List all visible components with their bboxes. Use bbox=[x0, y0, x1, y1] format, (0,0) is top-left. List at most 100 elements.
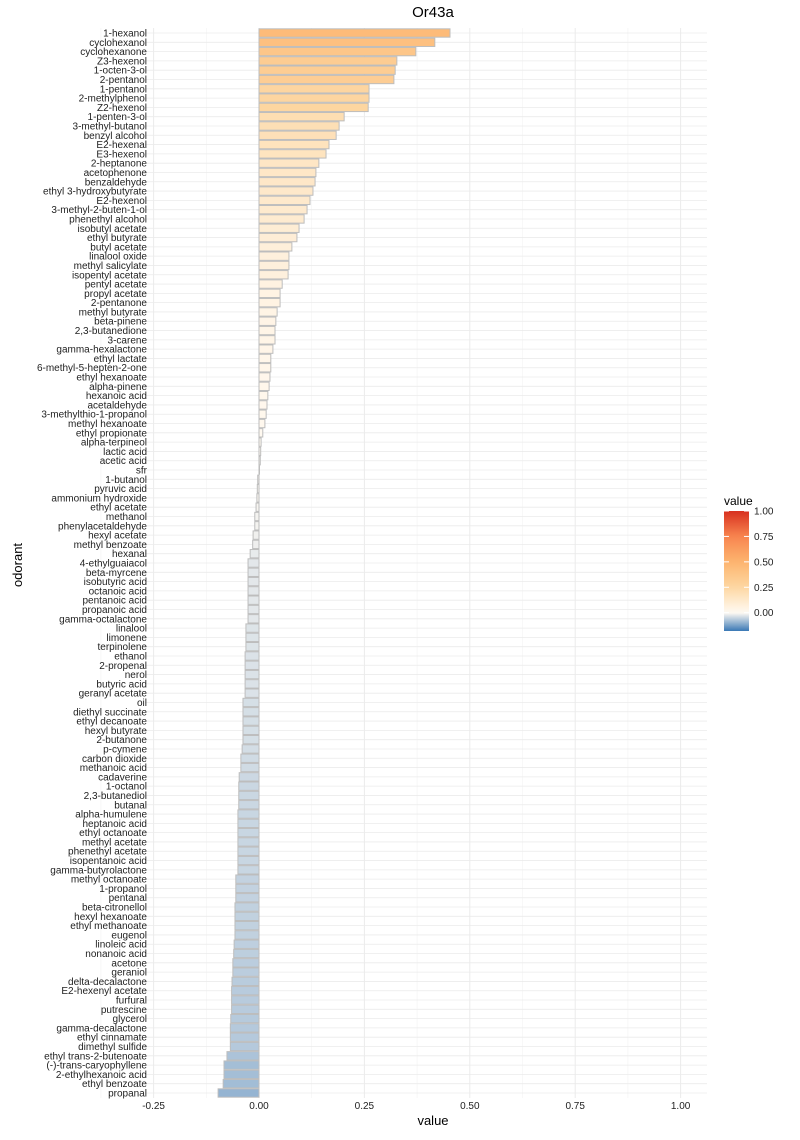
y-tick-label: methanol bbox=[106, 512, 147, 523]
x-tick-label: 1.00 bbox=[671, 1101, 691, 1112]
bar bbox=[257, 474, 260, 485]
bar bbox=[231, 986, 260, 996]
y-tick-label: ammonium hydroxide bbox=[51, 493, 147, 504]
bar bbox=[258, 37, 436, 47]
bar bbox=[258, 139, 330, 150]
y-tick-label: 2-pentanol bbox=[100, 75, 147, 86]
bar bbox=[223, 1060, 260, 1070]
bar bbox=[234, 930, 260, 940]
y-tick-label: alpha-terpineol bbox=[81, 438, 147, 449]
bar bbox=[232, 967, 260, 977]
bar bbox=[247, 604, 260, 615]
y-tick-label: 1-octen-3-ol bbox=[94, 66, 147, 77]
y-tick-label: hexyl acetate bbox=[88, 531, 147, 542]
bar bbox=[235, 883, 260, 894]
bar bbox=[217, 1088, 260, 1098]
bar bbox=[231, 995, 260, 1005]
y-tick-label: oil bbox=[137, 698, 147, 709]
bar bbox=[258, 381, 270, 392]
y-tick-label: isobutyric acid bbox=[84, 577, 147, 588]
y-tick-label: octanoic acid bbox=[89, 586, 147, 597]
x-tick-label: 0.50 bbox=[460, 1101, 480, 1112]
bar bbox=[258, 46, 417, 57]
bar bbox=[231, 976, 260, 987]
legend-tick-label: 0.00 bbox=[754, 608, 774, 619]
y-tick-label: geraniol bbox=[111, 968, 147, 979]
y-tick-label: nerol bbox=[125, 670, 147, 681]
bar bbox=[258, 344, 274, 354]
y-tick-label: 3-methylthio-1-propanol bbox=[41, 410, 147, 421]
y-tick-label: eugenol bbox=[111, 930, 147, 941]
y-tick-label: E2-hexenal bbox=[96, 140, 147, 151]
y-tick-label: lactic acid bbox=[103, 447, 147, 458]
bar bbox=[258, 390, 269, 401]
y-tick-label: acetic acid bbox=[100, 456, 147, 467]
bar bbox=[247, 586, 260, 596]
y-tick-label: isobutyl acetate bbox=[78, 224, 148, 235]
bar bbox=[258, 177, 316, 187]
legend-tick-label: 0.25 bbox=[754, 583, 774, 594]
y-tick-label: ethyl benzoate bbox=[82, 1079, 147, 1090]
bar bbox=[223, 1069, 260, 1080]
bar bbox=[237, 809, 260, 819]
y-tick-label: ethyl propionate bbox=[76, 428, 148, 439]
bar bbox=[247, 614, 260, 624]
y-tick-label: butyl acetate bbox=[90, 242, 147, 253]
bar bbox=[258, 465, 260, 475]
bar bbox=[231, 1004, 260, 1015]
y-tick-label: gamma-decalactone bbox=[56, 1023, 147, 1034]
y-tick-label: 1-penten-3-ol bbox=[88, 112, 147, 123]
y-tick-label: methyl benzoate bbox=[74, 540, 148, 551]
bar bbox=[258, 74, 395, 85]
y-tick-label: propanal bbox=[108, 1089, 147, 1100]
y-tick-labels: 1-hexanolcyclohexanolcyclohexanoneZ3-hex… bbox=[37, 29, 148, 1100]
y-tick-label: glycerol bbox=[113, 1014, 147, 1025]
x-axis-label: value bbox=[417, 1113, 448, 1128]
bar bbox=[232, 958, 260, 968]
y-tick-label: methyl octanoate bbox=[71, 875, 148, 886]
y-tick-label: 1-propanol bbox=[99, 884, 147, 895]
y-tick-label: butyric acid bbox=[96, 679, 147, 690]
y-tick-label: ethyl trans-2-butenoate bbox=[44, 1051, 147, 1062]
legend-tick-label: 0.75 bbox=[754, 532, 774, 543]
bar bbox=[242, 725, 260, 736]
bar bbox=[233, 939, 260, 949]
y-tick-label: E3-hexenol bbox=[96, 149, 147, 160]
bar bbox=[258, 195, 311, 206]
y-tick-label: gamma-octalactone bbox=[59, 614, 147, 625]
y-tick-label: methanoic acid bbox=[80, 763, 147, 774]
y-tick-label: E2-hexenyl acetate bbox=[61, 986, 147, 997]
bar bbox=[245, 632, 260, 643]
y-tick-label: diethyl succinate bbox=[73, 707, 147, 718]
bar bbox=[252, 539, 260, 550]
y-tick-label: 3-carene bbox=[108, 335, 148, 346]
y-tick-label: 3-methyl-butanol bbox=[73, 121, 147, 132]
bar bbox=[258, 335, 276, 345]
bar bbox=[252, 530, 260, 540]
y-tick-label: acetone bbox=[111, 958, 147, 969]
bar bbox=[258, 65, 396, 75]
y-tick-label: 2-pentanone bbox=[91, 298, 148, 309]
bar bbox=[258, 204, 308, 215]
y-tick-label: ethyl octanoate bbox=[79, 828, 147, 839]
y-tick-label: methyl hexanoate bbox=[68, 419, 147, 430]
legend-tick-label: 1.00 bbox=[754, 507, 774, 518]
bar bbox=[258, 242, 293, 252]
y-tick-label: 1-butanol bbox=[105, 475, 147, 486]
bar bbox=[235, 874, 260, 884]
y-tick-label: carbon dioxide bbox=[82, 754, 147, 765]
y-tick-label: methyl acetate bbox=[82, 837, 147, 848]
bar bbox=[258, 260, 290, 271]
bar bbox=[245, 642, 260, 652]
y-tick-label: terpinolene bbox=[98, 642, 148, 653]
y-tick-label: ethyl lactate bbox=[94, 354, 148, 365]
y-tick-label: 4-ethylguaiacol bbox=[80, 559, 147, 570]
bar bbox=[258, 130, 337, 140]
y-tick-label: E2-hexenol bbox=[96, 196, 147, 207]
bar bbox=[238, 772, 260, 782]
bar bbox=[237, 855, 260, 866]
y-tick-label: 1-pentanol bbox=[100, 84, 147, 95]
bar bbox=[237, 865, 260, 875]
y-tick-label: 1-hexanol bbox=[103, 29, 147, 40]
